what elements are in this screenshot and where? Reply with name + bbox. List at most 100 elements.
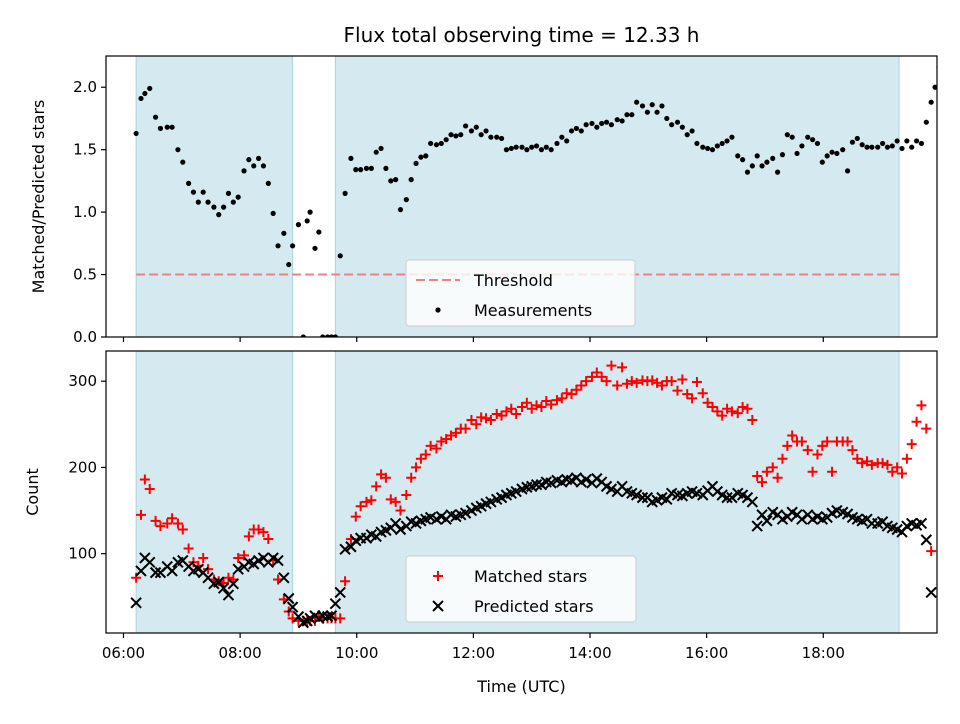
measurement-point <box>719 140 725 147</box>
measurement-point <box>679 124 685 130</box>
measurement-point <box>824 153 830 159</box>
measurement-point <box>529 144 535 150</box>
measurement-point <box>629 112 635 118</box>
measurement-point <box>246 157 252 163</box>
measurement-point <box>619 118 625 124</box>
matched-stars-point <box>183 543 194 554</box>
measurement-point <box>614 117 620 123</box>
matched-stars-point <box>350 511 361 522</box>
predicted-stars-point <box>272 554 284 567</box>
matched-stars-point <box>431 443 442 454</box>
measurement-point <box>705 145 711 152</box>
measurement-point <box>794 150 800 157</box>
measurement-point <box>932 84 937 90</box>
matched-stars-point <box>606 360 617 371</box>
measurement-point <box>164 124 170 130</box>
measurement-point <box>669 122 675 128</box>
measurement-point <box>241 168 247 174</box>
matched-stars-point <box>757 477 768 488</box>
predicted-stars-point <box>321 610 334 623</box>
measurement-point <box>438 140 444 147</box>
y-tick-label: 300 <box>68 372 97 390</box>
y-axis-label: Count <box>23 468 42 516</box>
measurement-point <box>478 132 484 138</box>
matched-stars-point <box>150 515 161 526</box>
matched-stars-point <box>857 458 868 469</box>
measurement-point <box>275 243 281 249</box>
y-axis-label: Matched/Predicted stars <box>29 100 48 294</box>
matched-stars-point <box>666 376 677 387</box>
measurement-point <box>879 140 886 147</box>
measurement-point <box>152 114 159 120</box>
matched-stars-point <box>866 459 877 470</box>
measurement-point <box>639 103 646 109</box>
measurement-point <box>304 218 310 224</box>
y-tick-label: 0.5 <box>73 266 97 284</box>
measurement-point <box>255 155 262 162</box>
legend: Matched stars Predicted stars <box>405 555 637 623</box>
matched-stars-point <box>796 436 807 447</box>
matched-stars-point <box>395 505 406 516</box>
measurement-point <box>211 204 217 210</box>
matched-stars-point <box>243 531 254 542</box>
measurement-point <box>735 153 741 159</box>
measurement-point <box>138 95 144 102</box>
matched-stars-point <box>726 406 737 417</box>
measurement-point <box>941 100 946 105</box>
measurement-point <box>568 128 575 134</box>
matched-stars-point <box>761 466 772 477</box>
measurement-point <box>418 154 424 160</box>
matched-stars-point <box>921 423 932 434</box>
measurement-point <box>423 153 429 159</box>
measurement-point <box>918 140 925 147</box>
matched-stars-point <box>162 518 173 529</box>
measurement-point <box>875 144 881 150</box>
matched-stars-point <box>485 414 496 425</box>
measurement-point <box>714 143 720 149</box>
matched-stars-point <box>691 377 702 388</box>
x-axis-label: Time (UTC) <box>476 677 565 696</box>
measurement-point <box>674 119 681 125</box>
measurement-point <box>397 207 404 213</box>
measurement-point <box>764 159 770 165</box>
measurement-point <box>634 99 640 105</box>
measurement-point <box>180 159 186 165</box>
measurement-point <box>859 142 865 148</box>
predicted-stars-point <box>746 496 759 508</box>
measurement-point <box>928 99 934 105</box>
matched-stars-point <box>355 501 366 512</box>
measurement-point <box>316 229 322 235</box>
measurement-point <box>578 128 584 134</box>
measurement-point <box>709 147 716 153</box>
matched-stars-point <box>536 402 547 413</box>
matched-stars-point <box>258 527 269 538</box>
observing-interval-shade <box>135 351 294 633</box>
measurement-point <box>320 334 326 337</box>
measurement-point <box>358 167 364 173</box>
legend-measurement-swatch <box>435 307 441 313</box>
matched-stars-point <box>807 466 818 477</box>
measurement-point <box>729 134 735 140</box>
predicted-stars-point <box>283 592 295 605</box>
measurement-point <box>295 222 302 228</box>
matched-stars-point <box>612 380 623 391</box>
predicted-stars-point <box>144 556 156 568</box>
measurement-point <box>749 163 755 169</box>
y-tick-label: 1.5 <box>73 141 97 159</box>
measurement-point <box>564 138 570 144</box>
matched-stars-point <box>901 453 912 464</box>
matched-stars-point <box>697 388 708 399</box>
measurement-point <box>453 133 459 139</box>
matched-stars-point <box>380 472 391 483</box>
measurement-point <box>583 122 589 128</box>
measurement-point <box>513 144 519 150</box>
measurement-point <box>724 138 730 144</box>
predicted-stars-point <box>630 489 643 501</box>
predicted-stars-point <box>394 523 407 536</box>
measurement-point <box>230 199 236 205</box>
measurement-point <box>700 144 706 150</box>
measurement-point <box>265 180 271 186</box>
chart-title: Flux total observing time = 12.33 h <box>344 23 700 47</box>
measurement-point <box>142 90 148 97</box>
